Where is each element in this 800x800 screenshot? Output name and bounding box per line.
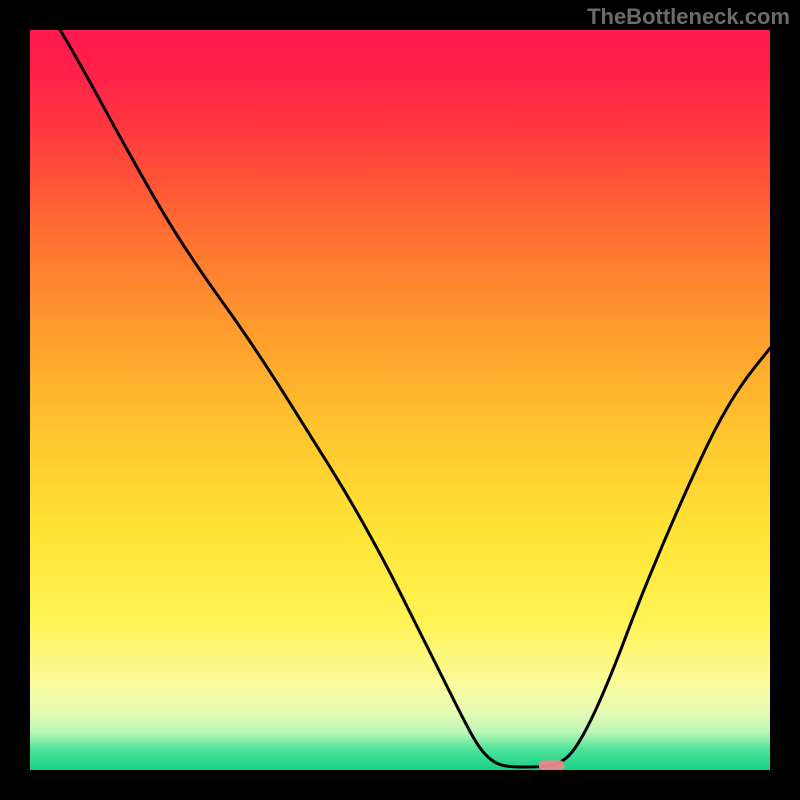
chart-frame: TheBottleneck.com	[0, 0, 800, 800]
watermark-text: TheBottleneck.com	[587, 4, 790, 30]
bottleneck-chart	[0, 0, 800, 800]
optimal-marker	[539, 760, 565, 770]
chart-background-gradient	[30, 30, 770, 770]
